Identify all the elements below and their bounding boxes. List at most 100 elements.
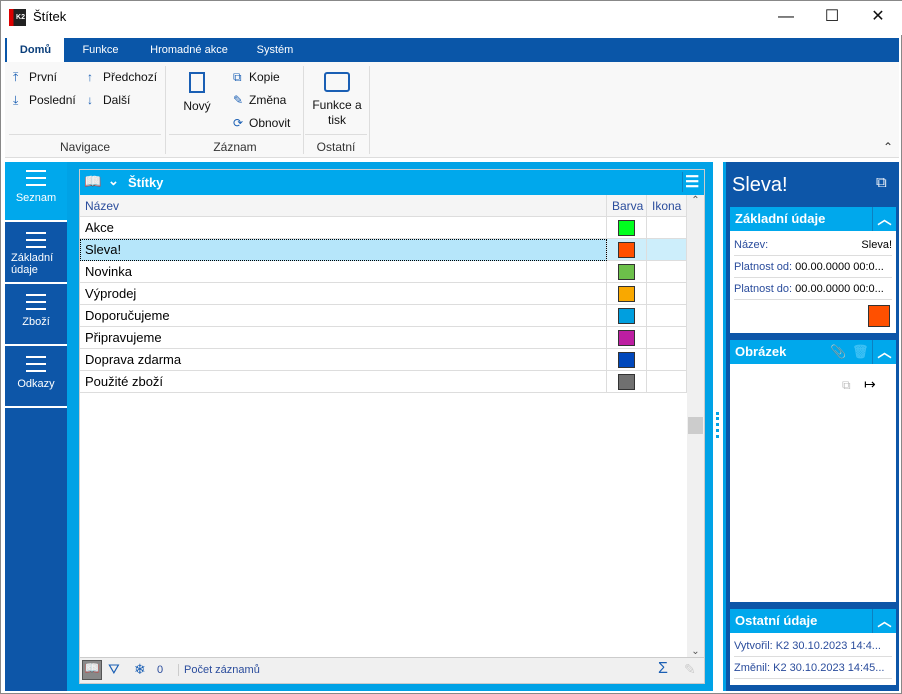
scroll-down-icon[interactable]: ⌄ bbox=[691, 646, 700, 657]
k2-logo: K2 bbox=[9, 9, 26, 26]
vertical-scrollbar[interactable]: ⌃ ⌄ bbox=[687, 195, 704, 657]
tab-funkce[interactable]: Funkce bbox=[82, 44, 119, 56]
fit-width-icon[interactable]: ↦ bbox=[864, 376, 876, 392]
detail-pane: Sleva! ⧉ Základní údaje ︿ Název: Sleva! Pl… bbox=[723, 162, 899, 691]
chevron-down-icon[interactable]: ⌄ bbox=[108, 173, 119, 188]
cell-icon bbox=[647, 349, 687, 371]
sum-icon[interactable]: Σ bbox=[658, 660, 668, 677]
previous-label: Předchozí bbox=[103, 70, 158, 84]
nav-zbozi[interactable]: Zboží bbox=[5, 286, 67, 346]
column-header-ikona[interactable]: Ikona bbox=[647, 195, 687, 217]
table-row[interactable]: Novinka bbox=[80, 261, 687, 283]
color-swatch bbox=[618, 264, 635, 280]
printer-icon bbox=[324, 72, 350, 92]
print-label: Funkce a tisk bbox=[312, 98, 362, 127]
table-row[interactable]: Připravujeme bbox=[80, 327, 687, 349]
pencil-icon: ✎ bbox=[233, 93, 244, 107]
ribbon-tabs: Domů Funkce Hromadné akce Systém bbox=[5, 38, 899, 62]
copy-icon: ⧉ bbox=[233, 70, 242, 84]
cell-name: Doporučujeme bbox=[80, 305, 607, 327]
column-header-nazev[interactable]: Název bbox=[80, 195, 607, 217]
cell-color bbox=[607, 261, 647, 283]
color-swatch bbox=[618, 220, 635, 236]
nav-seznam[interactable]: Seznam bbox=[5, 162, 67, 222]
first-button[interactable]: ⤒ První bbox=[13, 70, 57, 85]
detail-title: Sleva! bbox=[732, 174, 788, 196]
divider bbox=[165, 66, 166, 154]
created-field: Vytvořil: K2 30.10.2023 14:4... bbox=[734, 635, 892, 657]
record-count: 0 bbox=[157, 664, 164, 676]
copy-button[interactable]: ⧉ Kopie bbox=[233, 70, 280, 85]
table-row[interactable]: Doprava zdarma bbox=[80, 349, 687, 371]
valid-to-label: Platnost do: bbox=[734, 283, 793, 295]
first-label: První bbox=[29, 70, 58, 84]
hamburger-menu-icon[interactable]: ☰ bbox=[682, 172, 699, 192]
next-button[interactable]: ↓ Další bbox=[87, 93, 130, 107]
table-row[interactable]: Výprodej bbox=[80, 283, 687, 305]
nav-label: Zboží bbox=[22, 316, 50, 328]
color-swatch bbox=[618, 242, 635, 258]
refresh-button[interactable]: ⟳ Obnovit bbox=[233, 116, 290, 130]
tab-system[interactable]: Systém bbox=[256, 44, 294, 56]
section-header: Základní údaje ︿ bbox=[730, 207, 896, 231]
snowflake-icon[interactable]: ❄ bbox=[134, 661, 146, 677]
name-field: Název: Sleva! bbox=[734, 234, 892, 256]
pencil-icon: ✎ bbox=[684, 661, 696, 677]
grid-header: 📖 ⌄ Štítky ☰ bbox=[80, 170, 704, 195]
table-row[interactable]: Doporučujeme bbox=[80, 305, 687, 327]
document-icon bbox=[189, 72, 205, 93]
nav-zakladni-udaje[interactable]: Základní údaje bbox=[5, 224, 67, 284]
minimize-button[interactable]: — bbox=[778, 8, 794, 25]
column-header-barva[interactable]: Barva bbox=[607, 195, 647, 217]
scroll-thumb[interactable] bbox=[688, 417, 703, 434]
valid-from-value: 00.00.0000 00:0... bbox=[795, 261, 884, 273]
tab-domu[interactable]: Domů bbox=[7, 38, 64, 62]
book-icon[interactable]: 📖 bbox=[84, 173, 102, 189]
changed-value: K2 30.10.2023 14:45... bbox=[773, 662, 885, 674]
filter-icon[interactable]: ⛛ bbox=[108, 661, 120, 677]
cell-name: Novinka bbox=[80, 261, 607, 283]
section-header: Ostatní údaje ︿ bbox=[730, 609, 896, 633]
new-label: Nový bbox=[183, 99, 211, 113]
collapse-icon[interactable]: ︿ bbox=[872, 207, 896, 231]
record-count-label[interactable]: Počet záznamů bbox=[178, 664, 260, 676]
edit-label: Změna bbox=[249, 93, 287, 107]
grid-title: Štítky bbox=[128, 175, 164, 190]
collapse-ribbon-icon[interactable]: ⌃ bbox=[883, 140, 894, 154]
menu-icon bbox=[26, 170, 46, 186]
edit-button[interactable]: ✎ Změna bbox=[233, 93, 286, 107]
last-button[interactable]: ⤓ Poslední bbox=[13, 93, 76, 108]
table-row[interactable]: Akce bbox=[80, 217, 687, 239]
collapse-icon[interactable]: ︿ bbox=[872, 340, 896, 364]
cell-color bbox=[607, 349, 647, 371]
table-row[interactable]: Sleva! bbox=[80, 239, 687, 261]
section-basic-info: Základní údaje ︿ Název: Sleva! Platnost od… bbox=[730, 207, 896, 333]
open-image-icon: ⧉ bbox=[842, 378, 851, 392]
arrow-last-icon: ⤓ bbox=[13, 93, 19, 107]
copy-label: Kopie bbox=[249, 70, 280, 84]
book-view-icon[interactable]: 📖 bbox=[82, 660, 102, 680]
cell-icon bbox=[647, 371, 687, 393]
new-button[interactable]: Nový bbox=[179, 70, 215, 113]
table-row[interactable]: Použité zboží bbox=[80, 371, 687, 393]
section-image: Obrázek 📎 🗑 ︿ ⧉ ↦ bbox=[730, 340, 896, 602]
print-button[interactable]: Funkce a tisk bbox=[307, 72, 367, 128]
divider bbox=[303, 66, 304, 154]
close-button[interactable]: ✕ bbox=[871, 8, 885, 25]
open-external-icon[interactable]: ⧉ bbox=[876, 174, 887, 191]
tab-hromadne-akce[interactable]: Hromadné akce bbox=[150, 44, 228, 56]
maximize-button[interactable]: ☐ bbox=[824, 8, 840, 25]
nav-label: Základní údaje bbox=[11, 252, 54, 276]
collapse-icon[interactable]: ︿ bbox=[872, 609, 896, 633]
grid-panel: 📖 ⌄ Štítky ☰ Název Barva Ikona Akce Slev… bbox=[79, 169, 705, 684]
splitter[interactable] bbox=[713, 162, 723, 691]
section-header: Obrázek 📎 🗑 ︿ bbox=[730, 340, 896, 364]
cell-name: Sleva! bbox=[80, 239, 607, 261]
nav-odkazy[interactable]: Odkazy bbox=[5, 348, 67, 408]
previous-button[interactable]: ↑ Předchozí bbox=[87, 70, 157, 84]
color-swatch bbox=[868, 305, 890, 327]
scroll-up-icon[interactable]: ⌃ bbox=[691, 195, 700, 206]
group-ostatni: Ostatní bbox=[305, 134, 367, 156]
arrow-first-icon: ⤒ bbox=[13, 70, 19, 84]
ribbon: ⤒ První ⤓ Poslední ↑ Předchozí ↓ Další Navig… bbox=[5, 62, 899, 158]
